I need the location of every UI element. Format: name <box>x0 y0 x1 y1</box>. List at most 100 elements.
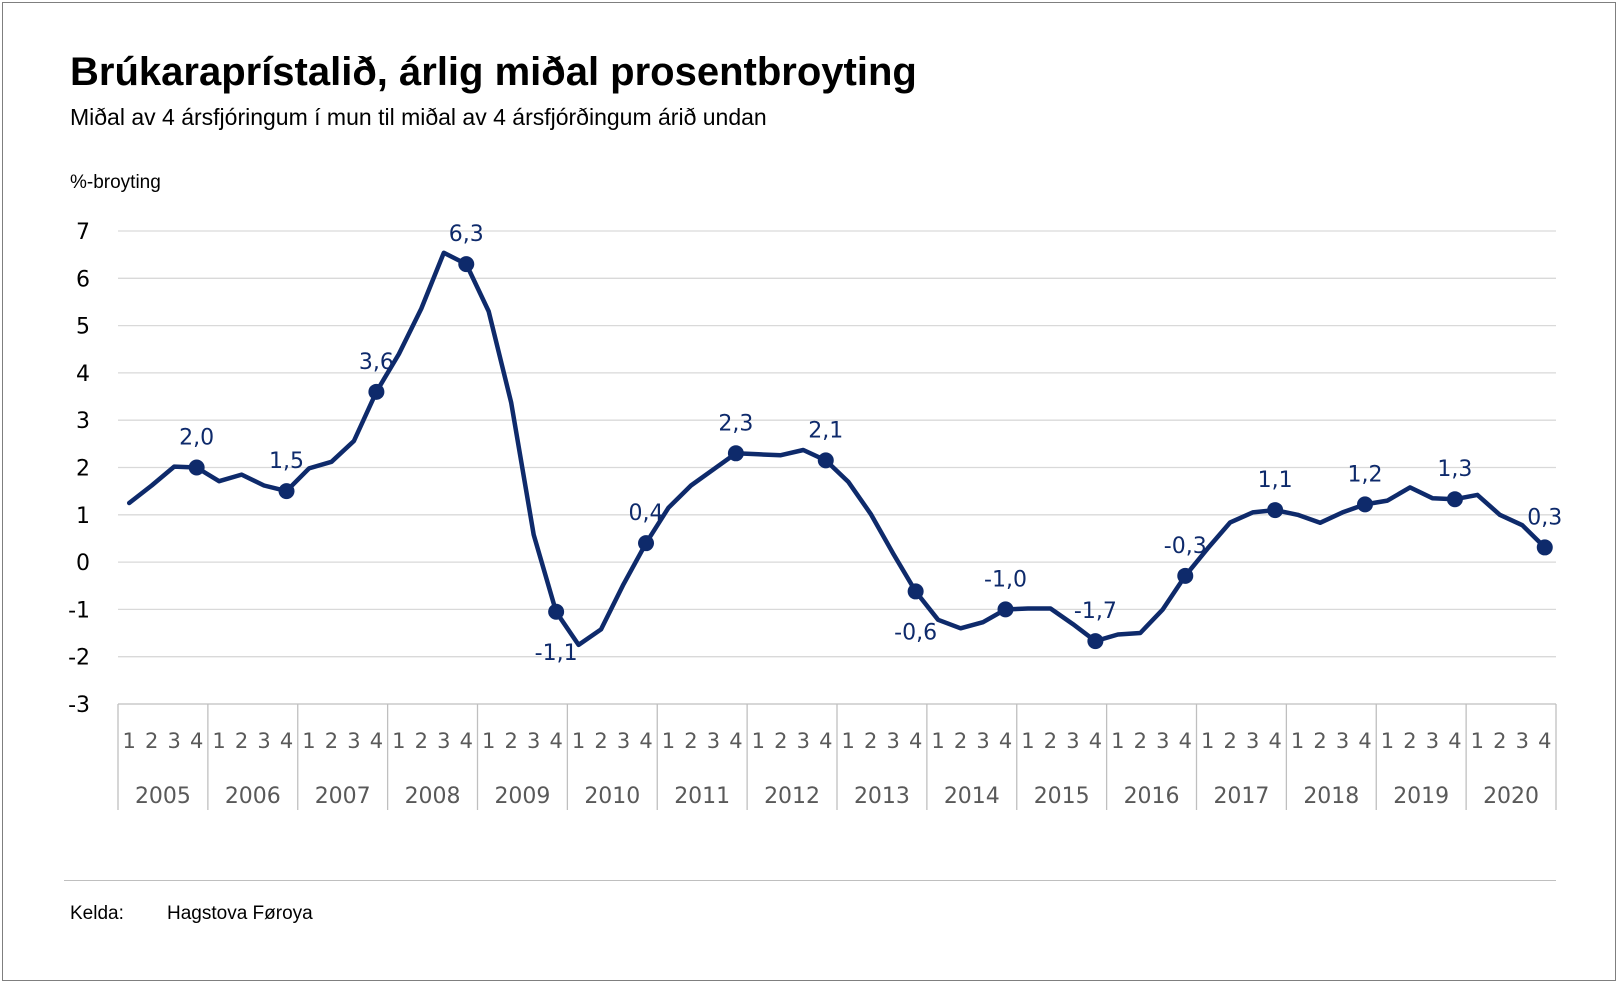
quarter-tick-label: 3 <box>347 729 360 753</box>
y-tick-label: 5 <box>76 315 90 340</box>
data-label: 3,6 <box>359 350 394 375</box>
data-label: -1,1 <box>535 641 578 666</box>
year-tick-label: 2008 <box>405 784 461 809</box>
quarter-tick-label: 2 <box>505 729 518 753</box>
chart-subtitle: Miðal av 4 ársfjóringum í mun til miðal … <box>70 104 767 130</box>
year-tick-label: 2016 <box>1124 784 1180 809</box>
data-label: 1,2 <box>1348 462 1383 487</box>
quarter-tick-label: 3 <box>1516 729 1529 753</box>
quarter-tick-label: 1 <box>123 729 136 753</box>
quarter-tick-label: 2 <box>1044 729 1057 753</box>
data-label: 2,3 <box>718 411 753 436</box>
year-tick-label: 2011 <box>674 784 730 809</box>
series-line <box>126 250 1548 648</box>
quarter-tick-label: 2 <box>864 729 877 753</box>
data-point <box>1357 496 1374 513</box>
year-tick-label: 2019 <box>1393 784 1449 809</box>
data-label: -1,0 <box>984 567 1027 592</box>
quarter-tick-label: 4 <box>1448 729 1461 753</box>
data-point <box>1536 539 1553 556</box>
quarter-tick-label: 2 <box>415 729 428 753</box>
quarter-tick-label: 4 <box>370 729 383 753</box>
data-label: -0,6 <box>894 620 937 645</box>
data-point <box>278 483 295 500</box>
data-label: 1,1 <box>1258 468 1293 493</box>
year-tick-label: 2006 <box>225 784 281 809</box>
quarter-tick-label: 1 <box>752 729 765 753</box>
year-tick-label: 2017 <box>1213 784 1269 809</box>
data-point <box>1177 567 1194 584</box>
data-point <box>727 445 744 462</box>
data-point <box>1087 633 1104 650</box>
quarter-tick-label: 3 <box>886 729 899 753</box>
quarter-tick-label: 1 <box>662 729 675 753</box>
quarter-tick-label: 2 <box>684 729 697 753</box>
y-tick-label: -2 <box>68 646 90 671</box>
quarter-tick-label: 4 <box>190 729 203 753</box>
quarter-tick-label: 1 <box>1021 729 1034 753</box>
y-tick-label: 7 <box>76 220 90 245</box>
year-tick-label: 2009 <box>494 784 550 809</box>
data-point <box>1267 502 1284 519</box>
quarter-tick-label: 2 <box>325 729 338 753</box>
quarter-tick-label: 3 <box>257 729 270 753</box>
year-tick-label: 2007 <box>315 784 371 809</box>
y-tick-label: 4 <box>76 362 90 387</box>
year-tick-label: 2020 <box>1483 784 1539 809</box>
quarter-tick-label: 4 <box>1538 729 1551 753</box>
data-label: 0,3 <box>1527 505 1562 530</box>
year-tick-label: 2014 <box>944 784 1000 809</box>
data-label: -0,3 <box>1164 534 1207 559</box>
quarter-tick-label: 1 <box>302 729 315 753</box>
y-tick-label: 6 <box>76 267 90 292</box>
data-point <box>907 583 924 600</box>
data-label: 1,5 <box>269 449 304 474</box>
quarter-tick-label: 4 <box>280 729 293 753</box>
y-tick-labels: 7 6 5 4 3 2 1 0 -1 -2 -3 <box>68 220 90 718</box>
quarter-tick-label: 3 <box>1156 729 1169 753</box>
y-tick-label: 0 <box>76 551 90 576</box>
quarter-tick-label: 3 <box>617 729 630 753</box>
quarter-tick-label: 2 <box>1134 729 1147 753</box>
year-tick-label: 2005 <box>135 784 191 809</box>
data-label: 6,3 <box>449 222 484 247</box>
quarter-tick-label: 2 <box>954 729 967 753</box>
year-tick-label: 2010 <box>584 784 640 809</box>
quarter-tick-label: 3 <box>707 729 720 753</box>
quarter-tick-label: 1 <box>931 729 944 753</box>
marker-layer <box>188 256 1553 650</box>
quarter-tick-label: 4 <box>1358 729 1371 753</box>
y-tick-label: 1 <box>76 504 90 529</box>
quarter-tick-label: 2 <box>235 729 248 753</box>
quarter-tick-label: 4 <box>819 729 832 753</box>
data-label: 2,1 <box>808 418 843 443</box>
data-label: 2,0 <box>179 426 214 451</box>
quarter-tick-label: 3 <box>1336 729 1349 753</box>
chart-title: Brúkaraprístalið, árlig miðal prosentbro… <box>70 50 917 94</box>
year-tick-label: 2012 <box>764 784 820 809</box>
gridlines <box>118 230 1556 658</box>
data-point <box>638 535 655 552</box>
data-point <box>458 256 475 273</box>
quarter-tick-label: 1 <box>572 729 585 753</box>
quarter-tick-label: 4 <box>1089 729 1102 753</box>
quarter-tick-label: 1 <box>842 729 855 753</box>
quarter-tick-label: 4 <box>460 729 473 753</box>
quarter-tick-label: 2 <box>145 729 158 753</box>
data-point <box>997 601 1014 618</box>
quarter-tick-label: 2 <box>1313 729 1326 753</box>
quarter-tick-label: 4 <box>549 729 562 753</box>
y-tick-label: 2 <box>76 457 90 482</box>
quarter-tick-label: 1 <box>1111 729 1124 753</box>
quarter-tick-label: 2 <box>1493 729 1506 753</box>
data-label: 0,4 <box>629 501 664 526</box>
source-value: Hagstova Føroya <box>167 903 313 924</box>
y-axis-label: %-broyting <box>70 172 161 193</box>
quarter-tick-label: 3 <box>1426 729 1439 753</box>
year-tick-label: 2015 <box>1034 784 1090 809</box>
quarter-tick-label: 3 <box>437 729 450 753</box>
data-label: -1,7 <box>1074 599 1117 624</box>
quarter-tick-label: 3 <box>167 729 180 753</box>
source-label: Kelda: <box>70 903 124 924</box>
